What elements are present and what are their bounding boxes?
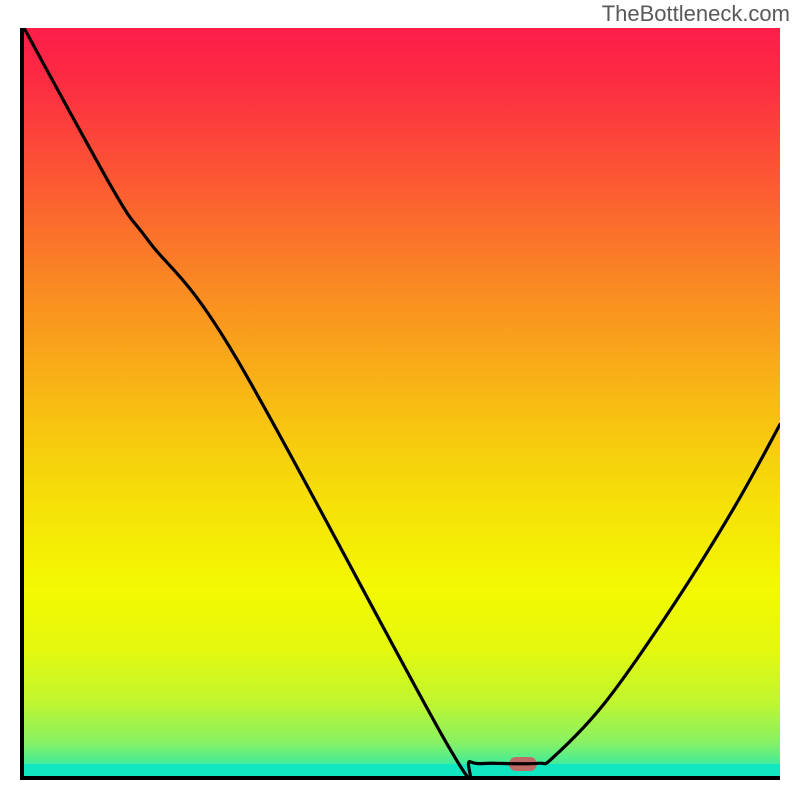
chart-frame: TheBottleneck.com [0,0,800,800]
gradient-bottom-strip [24,764,780,776]
watermark-text: TheBottleneck.com [602,1,790,27]
plot-svg [20,28,780,780]
plot-area [20,28,780,780]
